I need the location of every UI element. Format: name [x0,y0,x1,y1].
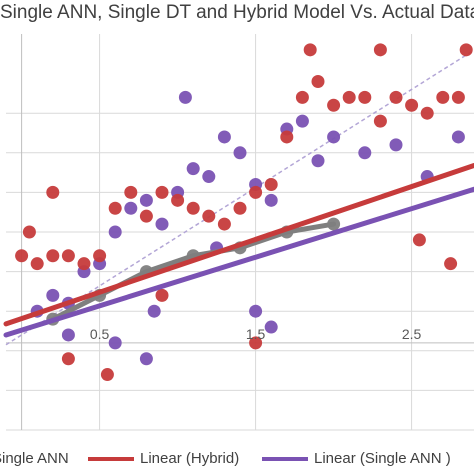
point-2-26 [420,106,434,120]
point-0-28 [61,328,75,342]
single-dt-trend [50,221,337,322]
point-0-26 [139,352,153,366]
point-2-8 [139,209,153,223]
point-2-9 [155,185,169,199]
point-2-24 [389,90,403,104]
point-0-15 [264,193,278,207]
point-0-27 [108,336,122,350]
legend-label-linear-hybrid: Linear (Hybrid) [140,450,240,467]
point-2-28 [451,90,465,104]
point-0-10 [186,162,200,176]
legend-swatch-hybrid [88,456,134,461]
chart-legend: Single ANN Linear (Hybrid) Linear (Singl… [0,446,474,474]
legend-item-single-ann: Single ANN [0,450,69,467]
point-0-1 [46,288,60,302]
point-0-24 [249,304,263,318]
trendline-3 [3,162,474,327]
x-tick-label-2: 2.5 [402,326,422,342]
point-0-30 [147,304,161,318]
point-0-17 [295,114,309,128]
point-2-30 [373,43,387,57]
point-0-23 [451,130,465,144]
point-2-23 [373,114,387,128]
x-tick-label-0: 0.5 [90,326,110,342]
point-2-29 [303,43,317,57]
legend-item-linear-hybrid: Linear (Hybrid) [88,450,239,467]
point-2-16 [264,177,278,191]
point-2-6 [108,201,122,215]
point-2-37 [412,233,426,247]
trendline-4 [3,186,474,338]
point-2-15 [249,185,263,199]
point-2-32 [46,185,60,199]
point-2-36 [100,368,114,382]
chart-plot: 0.5 1.5 2.5 [3,34,474,431]
point-0-19 [327,130,341,144]
point-2-0 [15,249,29,263]
point-2-18 [295,90,309,104]
point-2-38 [444,257,458,271]
point-2-35 [61,352,75,366]
point-0-25 [264,320,278,334]
point-2-13 [217,217,231,231]
x-tick-label-1: 1.5 [246,326,266,342]
point-0-12 [217,130,231,144]
point-2-14 [233,201,247,215]
point-2-39 [22,225,36,239]
point-2-31 [459,43,473,57]
point-2-2 [46,249,60,263]
point-0-29 [178,90,192,104]
point-0-13 [233,146,247,160]
point-2-11 [186,201,200,215]
point-2-3 [61,249,75,263]
point-2-34 [249,336,263,350]
point-0-11 [202,170,216,184]
point-2-19 [311,75,325,89]
chart-title: Single ANN, Single DT and Hybrid Model V… [0,2,474,23]
point-2-33 [155,288,169,302]
point-2-10 [171,193,185,207]
point-0-18 [311,154,325,168]
point-2-17 [280,130,294,144]
legend-swatch-single-ann [262,456,308,461]
point-2-12 [202,209,216,223]
point-2-1 [30,257,44,271]
point-2-21 [342,90,356,104]
point-0-7 [139,193,153,207]
point-2-7 [124,185,138,199]
point-2-5 [93,249,107,263]
point-0-20 [358,146,372,160]
legend-label-single-ann: Single ANN [0,450,69,467]
point-0-6 [124,201,138,215]
point-0-5 [108,225,122,239]
point-2-25 [405,98,419,112]
point-0-21 [389,138,403,152]
legend-item-linear-single-ann: Linear (Single ANN ) [262,450,451,467]
legend-label-linear-single-ann: Linear (Single ANN ) [314,450,451,467]
point-2-20 [327,98,341,112]
point-2-27 [436,90,450,104]
point-0-8 [155,217,169,231]
point-2-22 [358,90,372,104]
point-2-4 [77,257,91,271]
